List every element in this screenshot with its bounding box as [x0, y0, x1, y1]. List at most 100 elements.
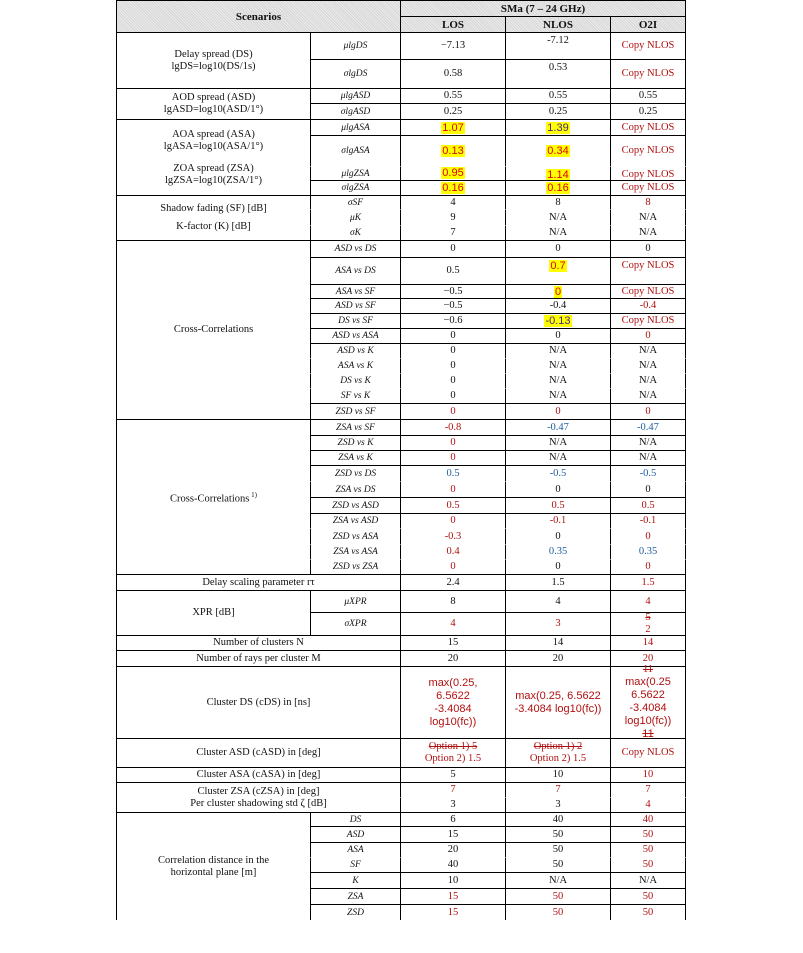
- value-los: −0.6: [400, 313, 505, 328]
- value-los: 0: [400, 373, 505, 388]
- value-los: 0: [400, 481, 505, 497]
- param-cell: DS vs SF: [310, 313, 400, 328]
- value-text: -3.4084: [434, 702, 472, 715]
- value-nlos: 0.34: [505, 135, 610, 166]
- param-label: ZSD vs ZSA: [332, 562, 379, 572]
- value-o2i: 0: [610, 559, 686, 574]
- group-delay-spread-label: lgDS=log10(DS/1s): [171, 60, 256, 72]
- value-text: −0.5: [443, 300, 463, 311]
- value-text: N/A: [548, 345, 568, 356]
- value-los: 0.25: [400, 103, 505, 119]
- struck-value: 11: [642, 664, 654, 675]
- group-delay-spread: Delay spread (DS) lgDS=log10(DS/1s): [116, 32, 310, 88]
- value-o2i: 11 max(0.25 6.5622 -3.4084 log10(fc)) 11: [610, 664, 686, 740]
- value-nlos: 20: [505, 650, 610, 666]
- param-label: ZSD vs DS: [334, 468, 377, 479]
- value-los: 0.55: [400, 88, 505, 103]
- value-o2i: Copy NLOS: [610, 257, 686, 284]
- param-cell: ZSD vs K: [310, 435, 400, 450]
- param-label: DS vs SF: [338, 316, 373, 326]
- param-label: K: [352, 875, 359, 886]
- value-text: 0.55: [443, 90, 463, 101]
- value-o2i: 0: [610, 481, 686, 497]
- value-nlos: 10: [505, 767, 610, 782]
- value-nlos: 0: [505, 284, 610, 298]
- value-nlos: 1.5: [505, 574, 610, 590]
- param-label: ASA: [347, 845, 364, 855]
- value-los: 0.13: [400, 135, 505, 166]
- value-text: 0.58: [443, 68, 463, 79]
- value-los: 15: [400, 904, 505, 920]
- value-nlos: 0: [505, 528, 610, 544]
- param-label: ASD vs SF: [335, 301, 376, 311]
- value-text: 0.16: [441, 182, 465, 194]
- value-text: 4: [555, 595, 561, 607]
- value-o2i: 0.5: [610, 497, 686, 513]
- value-text: 1.5: [641, 576, 655, 588]
- struck-value: 11: [642, 728, 654, 740]
- value-text: −0.6: [443, 315, 463, 326]
- value-text: N/A: [638, 375, 658, 386]
- param-cell: DS: [310, 812, 400, 826]
- value-text: 0: [645, 483, 651, 495]
- group-cluster-asa: Cluster ASA (cASA) in [deg]: [116, 767, 400, 782]
- group-aoa-zoa-label: lgASA=log10(ASA/1°): [163, 140, 264, 152]
- value-nlos: N/A: [505, 872, 610, 888]
- value-text: -0.1: [639, 515, 657, 526]
- value-nlos: 14: [505, 635, 610, 650]
- value-o2i: N/A: [610, 435, 686, 450]
- header-o2i: O2I: [610, 16, 686, 32]
- value-text: 1.07: [441, 121, 465, 134]
- value-text: 50: [552, 828, 564, 840]
- value-text: 15: [447, 637, 459, 648]
- value-text: 0: [645, 243, 651, 254]
- value-los: 0.4: [400, 544, 505, 559]
- param-cell: ASA: [310, 842, 400, 857]
- value-text: 4: [645, 595, 651, 607]
- param-label: μlgASD: [340, 91, 371, 101]
- param-cell: μlgDS: [310, 32, 400, 59]
- value-o2i: 50: [610, 888, 686, 904]
- param-cell: ZSD vs DS: [310, 465, 400, 481]
- value-los: 10: [400, 872, 505, 888]
- value-text: 20: [642, 652, 654, 664]
- value-o2i: 8: [610, 195, 686, 209]
- group-cluster-zsa-label: Cluster ZSA (cZSA) in [deg]: [197, 785, 320, 797]
- value-los: 3: [400, 797, 505, 812]
- value-text: N/A: [548, 452, 568, 463]
- value-o2i: 4: [610, 590, 686, 612]
- value-text: 8: [645, 196, 651, 208]
- group-aoa-zoa-label: ZOA spread (ZSA): [173, 162, 254, 174]
- value-los: 0.5: [400, 257, 505, 284]
- header-group: SMa (7 – 24 GHz): [400, 0, 686, 16]
- value-text: 10: [447, 874, 459, 886]
- value-text: N/A: [638, 437, 658, 448]
- param-label: ZSD vs K: [337, 438, 374, 448]
- param-cell: K: [310, 872, 400, 888]
- group-cluster-asa-label: Cluster ASA (cASA) in [deg]: [196, 769, 321, 780]
- value-text: 10: [642, 769, 654, 780]
- param-label: μK: [349, 212, 362, 223]
- value-text: 2.4: [446, 576, 460, 588]
- param-cell: μlgZSA: [310, 166, 400, 180]
- param-label: DS vs K: [340, 376, 371, 386]
- param-cell: ASA vs SF: [310, 284, 400, 298]
- struck-value: Option 1) 2: [533, 741, 583, 752]
- value-los: 0.16: [400, 180, 505, 195]
- group-aod-spread-label: lgASD=log10(ASD/1°): [163, 104, 264, 115]
- group-cross-correlations: Cross-Correlations: [116, 240, 310, 419]
- value-text: 0.5: [446, 499, 460, 511]
- value-o2i: N/A: [610, 225, 686, 240]
- value-text: N/A: [548, 437, 568, 448]
- value-text: 0.13: [441, 145, 465, 157]
- value-nlos: 0.7: [505, 257, 610, 284]
- value-text: 0.35: [548, 546, 568, 557]
- value-nlos: -0.13: [505, 313, 610, 328]
- value-text: 0.16: [546, 182, 570, 194]
- value-nlos: 0.5: [505, 497, 610, 513]
- value-text: 40: [447, 859, 459, 870]
- value-o2i: -0.5: [610, 465, 686, 481]
- param-cell: ZSA: [310, 888, 400, 904]
- value-los: -0.3: [400, 528, 505, 544]
- value-text: 0: [645, 530, 651, 542]
